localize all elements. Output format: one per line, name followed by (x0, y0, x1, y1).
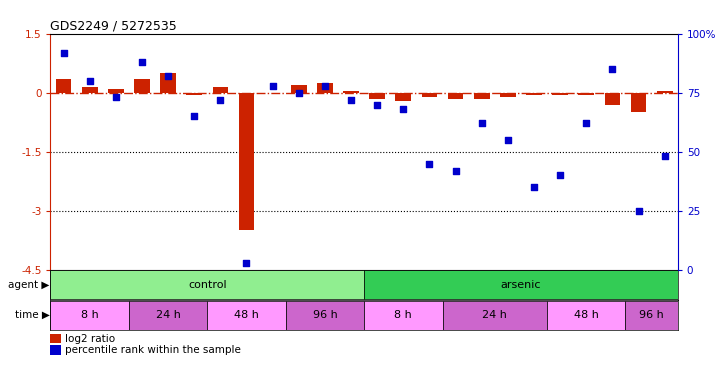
Text: log2 ratio: log2 ratio (65, 333, 115, 344)
Point (450, 168, 461, 174)
FancyBboxPatch shape (547, 301, 625, 330)
Bar (500, 93, 516, 97)
Bar (631, 93, 647, 112)
Point (606, 66, 618, 72)
Point (319, 82, 331, 88)
Point (476, 120, 487, 126)
FancyBboxPatch shape (364, 270, 678, 300)
FancyBboxPatch shape (286, 301, 364, 330)
Text: GDS2249 / 5272535: GDS2249 / 5272535 (50, 20, 177, 33)
Point (554, 172, 566, 178)
Point (580, 120, 592, 126)
Bar (186, 93, 202, 95)
Text: 8 h: 8 h (394, 310, 412, 320)
Bar (82, 87, 97, 93)
Point (659, 153, 671, 159)
Point (397, 106, 409, 112)
Point (633, 208, 645, 214)
Text: control: control (188, 280, 226, 290)
Bar (317, 83, 332, 93)
Bar (448, 93, 464, 99)
Point (241, 260, 252, 266)
Bar (395, 93, 411, 100)
Text: agent ▶: agent ▶ (9, 280, 50, 290)
FancyBboxPatch shape (625, 301, 678, 330)
Bar (239, 93, 255, 230)
Point (371, 102, 383, 108)
Point (528, 184, 540, 190)
Bar (343, 91, 359, 93)
Text: 96 h: 96 h (312, 310, 337, 320)
Text: arsenic: arsenic (500, 280, 541, 290)
Bar (474, 93, 490, 99)
FancyBboxPatch shape (50, 270, 364, 300)
Text: 48 h: 48 h (574, 310, 598, 320)
Text: 24 h: 24 h (482, 310, 508, 320)
Text: time ▶: time ▶ (15, 310, 50, 320)
Bar (552, 93, 568, 95)
Bar (578, 93, 594, 95)
Bar (108, 89, 124, 93)
Text: 24 h: 24 h (156, 310, 180, 320)
Bar (213, 87, 228, 93)
Bar (291, 85, 306, 93)
Point (267, 82, 278, 88)
Point (345, 97, 357, 103)
Text: 96 h: 96 h (640, 310, 664, 320)
Text: percentile rank within the sample: percentile rank within the sample (65, 345, 241, 355)
Bar (657, 91, 673, 93)
Point (162, 73, 174, 79)
FancyBboxPatch shape (50, 301, 129, 330)
Point (215, 97, 226, 103)
FancyBboxPatch shape (208, 301, 286, 330)
Bar (160, 73, 176, 93)
Bar (422, 93, 437, 97)
Point (502, 137, 513, 143)
Text: 48 h: 48 h (234, 310, 259, 320)
Bar (604, 93, 620, 105)
Point (424, 160, 435, 166)
Text: 8 h: 8 h (81, 310, 99, 320)
Point (293, 90, 304, 96)
Point (84, 78, 95, 84)
Point (136, 59, 148, 65)
FancyBboxPatch shape (443, 301, 547, 330)
Bar (369, 93, 385, 99)
Point (58, 50, 69, 55)
Point (188, 113, 200, 119)
Bar (526, 93, 542, 95)
Bar (134, 79, 150, 93)
Bar (56, 79, 71, 93)
FancyBboxPatch shape (364, 301, 443, 330)
FancyBboxPatch shape (129, 301, 208, 330)
Point (110, 94, 122, 100)
